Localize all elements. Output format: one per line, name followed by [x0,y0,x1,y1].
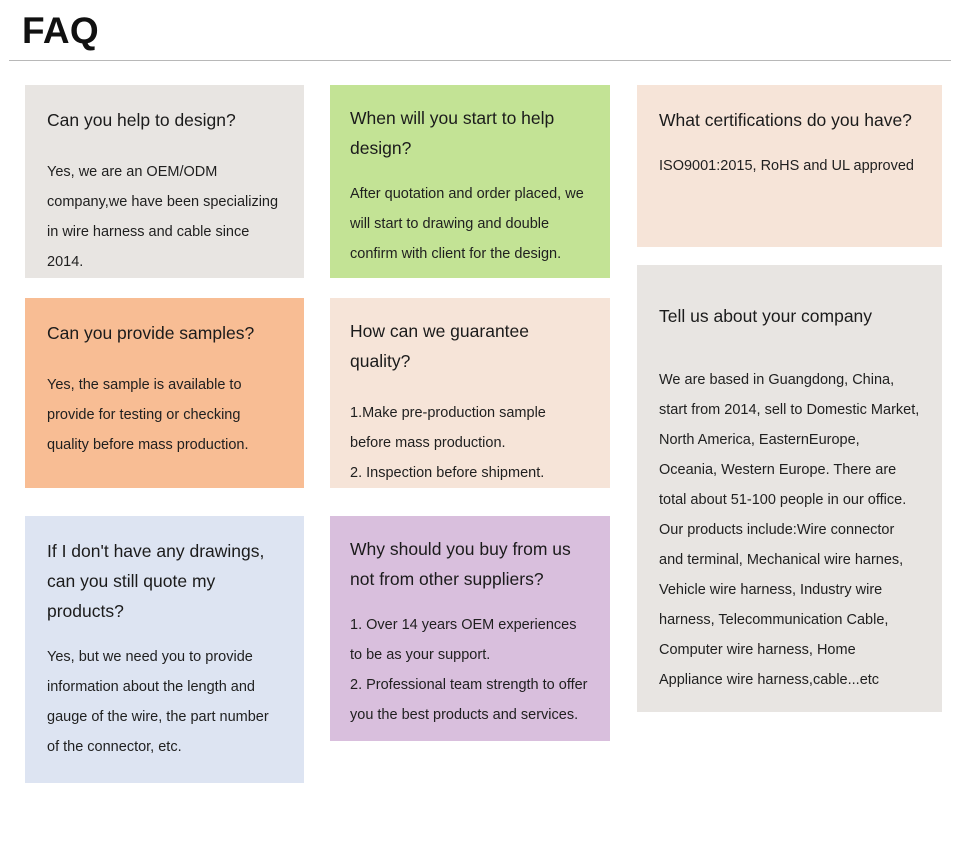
faq-question: Why should you buy from us not from othe… [350,539,571,589]
spacer [659,285,920,301]
spacer [350,376,590,398]
faq-card-tell-us-about-your-company: Tell us about your company We are based … [637,265,942,712]
faq-question: How can we guarantee quality? [350,321,529,371]
spacer [350,163,590,179]
spacer [350,594,590,610]
page-header: FAQ [0,0,960,61]
faq-answer: After quotation and order placed, we wil… [350,186,584,262]
spacer [659,331,920,365]
page-title: FAQ [22,10,99,51]
faq-answer: Yes, but we need you to provide informat… [47,649,269,755]
faq-answer: 1.Make pre-production sample before mass… [350,405,546,481]
spacer [47,626,282,642]
faq-question: When will you start to help design? [350,108,555,158]
faq-question: Can you provide samples? [47,323,255,343]
faq-card-what-certifications-do-you-have: What certifications do you have? ISO9001… [637,85,942,247]
faq-question: Can you help to design? [47,110,236,130]
faq-card-can-you-provide-samples: Can you provide samples? Yes, the sample… [25,298,304,488]
faq-answer: Yes, the sample is available to provide … [47,377,249,453]
spacer [47,135,282,157]
faq-answer: 1. Over 14 years OEM experiences to be a… [350,617,588,723]
faq-question: What certifications do you have? [659,110,912,130]
faq-answer: Yes, we are an OEM/ODM company,we have b… [47,164,279,270]
faq-answer: ISO9001:2015, RoHS and UL approved [659,158,914,174]
faq-card-if-i-dont-have-any-drawings: If I don't have any drawings, can you st… [25,516,304,783]
faq-card-how-can-we-guarantee-quality: How can we guarantee quality? 1.Make pre… [330,298,610,488]
faq-question: Tell us about your company [659,306,873,326]
header-divider [9,60,951,61]
faq-answer: We are based in Guangdong, China, start … [659,372,920,688]
faq-card-why-should-you-buy-from-us: Why should you buy from us not from othe… [330,516,610,741]
faq-card-can-you-help-to-design: Can you help to design? Yes, we are an O… [25,85,304,278]
spacer [47,348,282,370]
spacer [659,135,920,151]
faq-question: If I don't have any drawings, can you st… [47,541,265,621]
faq-card-when-will-you-start-to-help-design: When will you start to help design? Afte… [330,85,610,278]
